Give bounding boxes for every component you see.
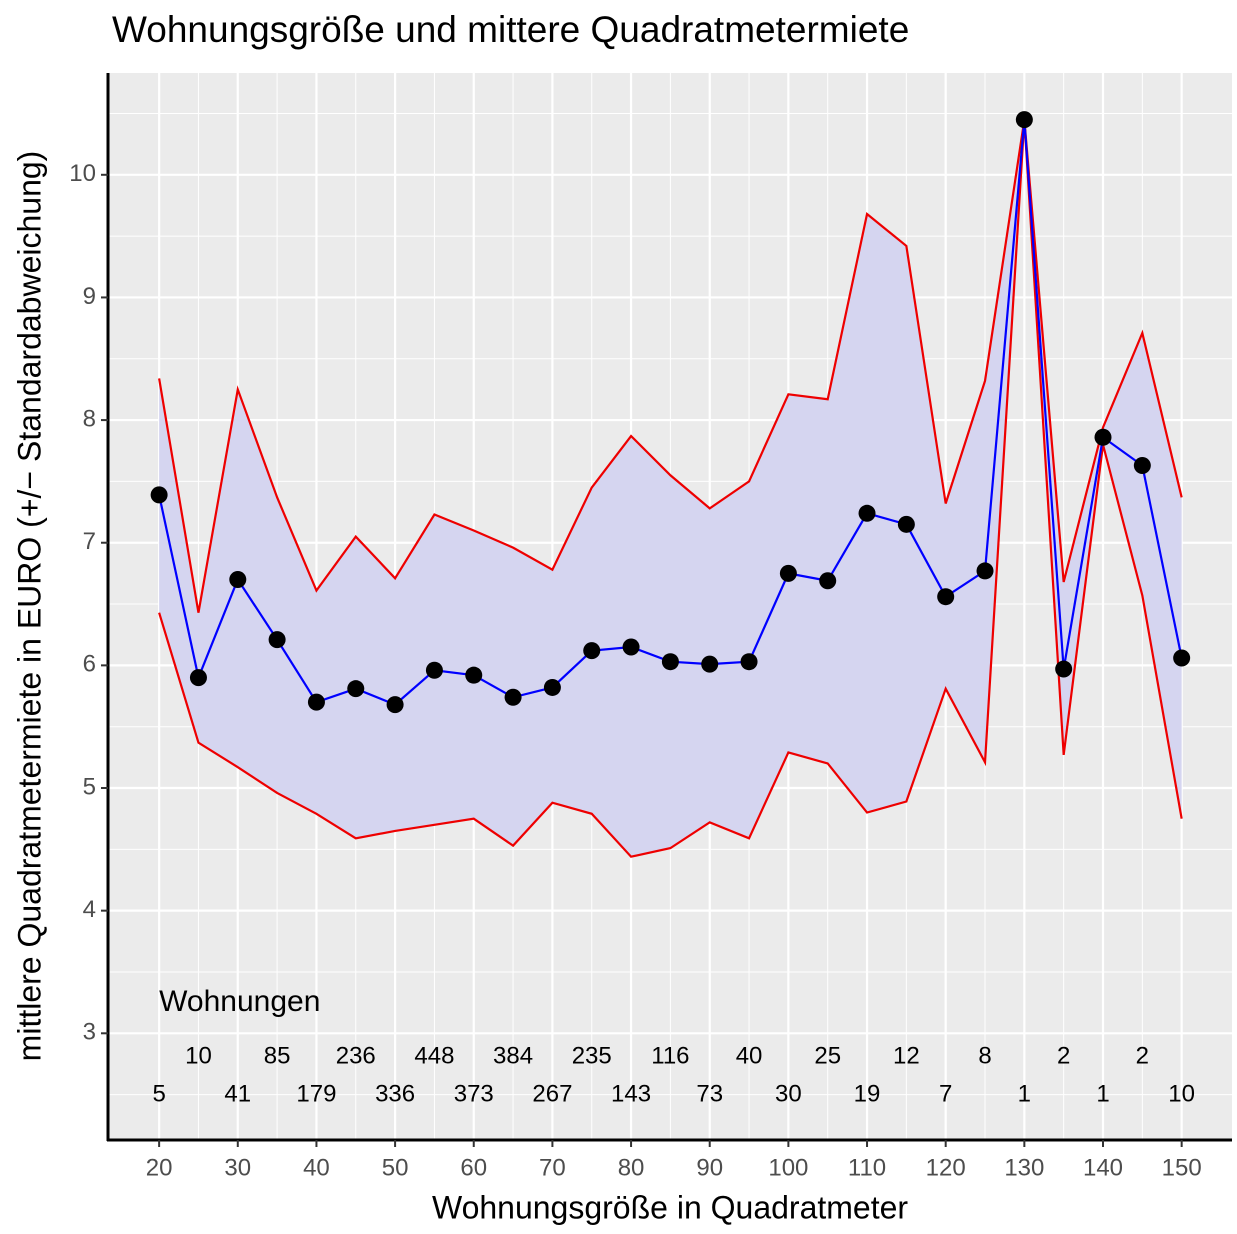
count-label: 41: [224, 1080, 251, 1107]
count-label: 1: [1018, 1080, 1031, 1107]
x-tick-label: 100: [768, 1154, 808, 1181]
x-tick-label: 120: [926, 1154, 966, 1181]
count-label: 73: [696, 1080, 723, 1107]
x-tick-label: 110: [848, 1154, 886, 1181]
count-label: 7: [939, 1080, 952, 1107]
point: [622, 638, 640, 656]
y-tick-label: 8: [83, 405, 96, 432]
point: [268, 631, 286, 649]
x-tick-label: 70: [539, 1154, 566, 1181]
point: [661, 653, 679, 671]
x-tick-label: 80: [618, 1154, 645, 1181]
count-label: 116: [651, 1042, 689, 1069]
count-label: 30: [775, 1080, 802, 1107]
chart-title: Wohnungsgröße und mittere Quadratmetermi…: [112, 9, 909, 50]
point: [819, 572, 837, 590]
point: [1133, 456, 1151, 474]
point: [779, 564, 797, 582]
point: [701, 655, 719, 673]
count-label: 8: [978, 1042, 991, 1069]
point: [937, 588, 955, 606]
y-axis-title: mittlere Quadratmetermiete in EURO (+/− …: [11, 151, 47, 1062]
count-label: 19: [854, 1080, 881, 1107]
point: [1015, 111, 1033, 129]
point: [189, 669, 207, 687]
point: [504, 688, 522, 706]
count-label: 373: [454, 1080, 494, 1107]
y-tick-label: 4: [83, 896, 96, 923]
point: [858, 504, 876, 522]
point: [1055, 660, 1073, 678]
count-label: 5: [152, 1080, 165, 1107]
y-tick-label: 6: [83, 651, 96, 678]
count-label: 1: [1096, 1080, 1109, 1107]
point: [897, 515, 915, 533]
count-label: 448: [414, 1042, 454, 1069]
point: [543, 678, 561, 696]
point: [1173, 649, 1191, 667]
y-tick-label: 3: [83, 1019, 96, 1046]
count-label: 235: [572, 1042, 612, 1069]
count-label: 12: [893, 1042, 920, 1069]
sd-line: [158, 119, 1183, 613]
point: [150, 486, 168, 504]
count-label: 267: [532, 1080, 572, 1107]
count-label: 143: [611, 1080, 651, 1107]
x-tick-label: 30: [224, 1154, 251, 1181]
x-tick-label: 20: [146, 1154, 173, 1181]
point: [425, 661, 443, 679]
point: [347, 680, 365, 698]
y-tick-label: 10: [69, 160, 96, 187]
count-label: 2: [1136, 1042, 1149, 1069]
x-tick-label: 150: [1162, 1154, 1202, 1181]
x-tick-label: 50: [382, 1154, 409, 1181]
band: [159, 119, 1182, 857]
y-tick-label: 9: [83, 283, 96, 310]
point: [976, 562, 994, 580]
point: [307, 693, 325, 711]
point: [740, 653, 758, 671]
count-label: 10: [1168, 1080, 1195, 1107]
x-tick-label: 90: [696, 1154, 723, 1181]
count-title: Wohnungen: [159, 985, 320, 1018]
point: [465, 666, 483, 684]
count-label: 336: [375, 1080, 415, 1107]
sd-line: [158, 119, 1183, 858]
x-tick-label: 130: [1004, 1154, 1044, 1181]
x-tick-label: 40: [303, 1154, 330, 1181]
count-label: 179: [296, 1080, 336, 1107]
point: [1094, 428, 1112, 446]
x-tick-label: 140: [1083, 1154, 1123, 1181]
point: [583, 642, 601, 660]
point: [386, 696, 404, 714]
count-label: 236: [336, 1042, 376, 1069]
count-label: 40: [736, 1042, 763, 1069]
point: [229, 571, 247, 589]
y-tick-label: 7: [83, 528, 96, 555]
count-label: 10: [185, 1042, 212, 1069]
count-label: 384: [493, 1042, 533, 1069]
count-label: 25: [814, 1042, 841, 1069]
y-tick-label: 5: [83, 773, 96, 800]
x-tick-label: 60: [460, 1154, 487, 1181]
count-label: 85: [264, 1042, 291, 1069]
count-label: 2: [1057, 1042, 1070, 1069]
x-axis-title: Wohnungsgröße in Quadratmeter: [432, 1189, 908, 1225]
